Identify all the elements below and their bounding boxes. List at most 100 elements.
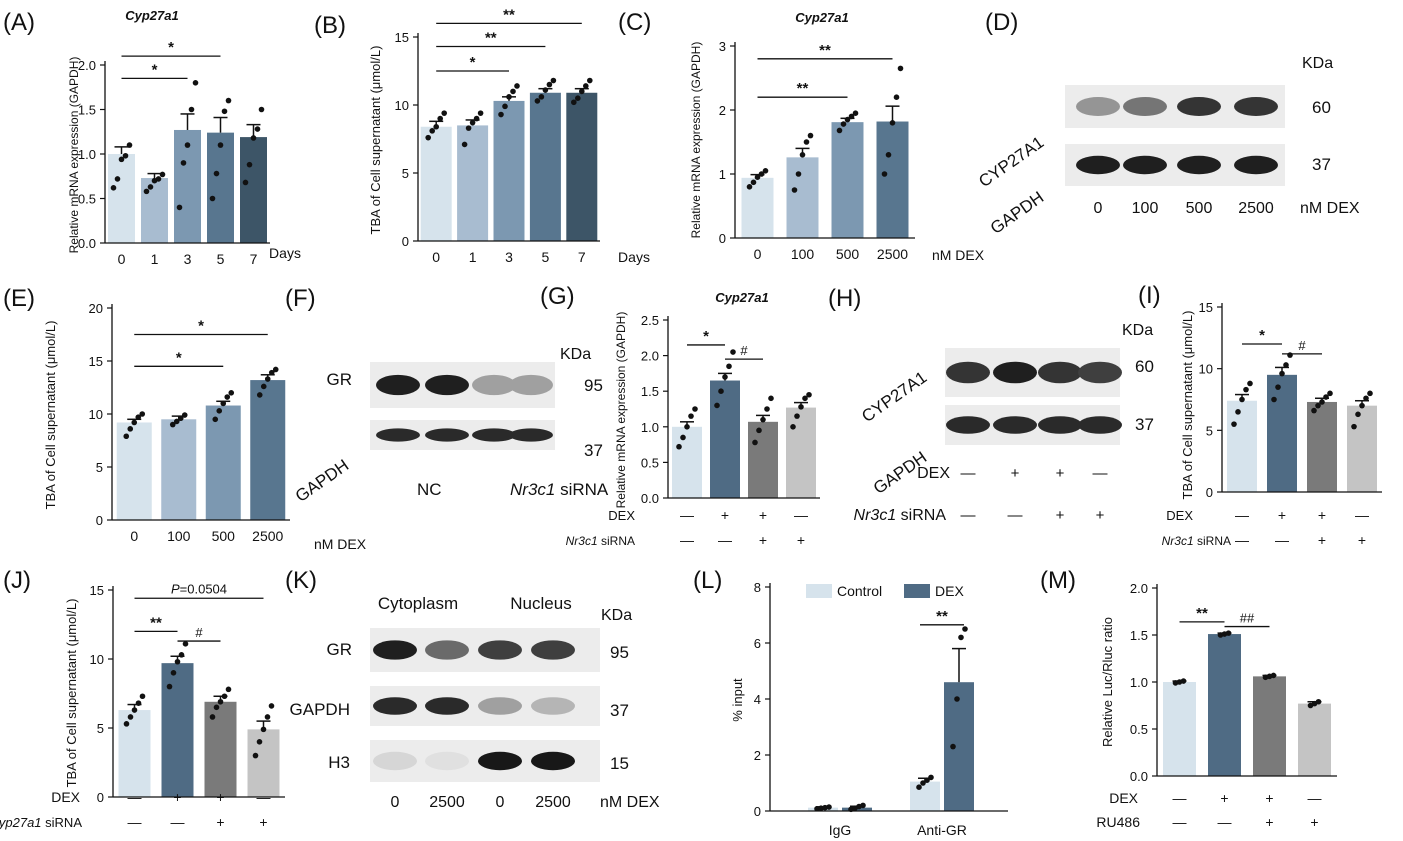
lane-label-K: 2500	[535, 794, 571, 811]
y-tick-label-M: 0.0	[1130, 769, 1148, 784]
y-tick-label-A: 0.5	[78, 192, 96, 207]
lane-label-D: 500	[1186, 200, 1213, 217]
data-point-E	[228, 390, 235, 396]
bar-E-0	[116, 422, 152, 520]
condition-label-J: DEX	[51, 789, 80, 805]
panel-letter-K: (K)	[285, 567, 317, 594]
kda-label-K: KDa	[601, 607, 632, 624]
data-point-I	[1359, 402, 1365, 409]
bar-M-1	[1208, 634, 1241, 776]
data-point-A	[155, 176, 162, 182]
data-point-B	[433, 123, 440, 130]
data-point-I	[1231, 421, 1237, 427]
blot-band-D	[1123, 97, 1167, 116]
condition-mark-I: —	[1235, 507, 1249, 523]
x-tick-label-B: 1	[469, 249, 477, 265]
lane-label-K: 2500	[429, 794, 465, 811]
sig-L-0-label: **	[936, 608, 948, 625]
data-point-A	[192, 80, 199, 86]
sig-E-1-label: *	[198, 318, 204, 335]
condition-mark-J: —	[257, 789, 271, 805]
data-point-C	[852, 110, 859, 116]
data-point-G	[768, 395, 774, 402]
x-axis-label-A: Days	[269, 245, 301, 261]
data-point-E	[181, 412, 188, 418]
condition-mark-I: +	[1318, 507, 1326, 523]
blot-band-F	[509, 374, 553, 396]
blot-band-H	[993, 416, 1037, 434]
lane-label-K: 0	[391, 794, 400, 811]
data-point-J	[256, 739, 263, 745]
x-tick-label-C: 0	[754, 246, 762, 262]
condition-mark-H: —	[961, 507, 976, 524]
blot-row-label-K: GR	[327, 640, 353, 659]
panel-letter-L: (L)	[693, 567, 722, 594]
condition-mark-I: —	[1275, 532, 1289, 548]
y-axis-label-L: % input	[730, 678, 745, 722]
condition-mark-H: +	[1096, 507, 1105, 524]
condition-mark-I: —	[1235, 532, 1249, 548]
unit-label-K: nM DEX	[600, 794, 660, 811]
data-point-I	[1367, 390, 1373, 397]
condition-mark-H: —	[1008, 507, 1023, 524]
blot-band-H	[946, 361, 990, 384]
data-point-B	[437, 115, 444, 122]
condition-label-G: DEX	[608, 508, 635, 523]
data-point-B	[538, 94, 545, 100]
kda-value-K: 95	[610, 643, 629, 662]
data-point-C	[889, 120, 896, 126]
kda-value-D: 37	[1312, 155, 1331, 174]
sig-J-1-label: #	[195, 625, 203, 640]
data-point-A	[159, 171, 166, 178]
bar-B-2	[493, 100, 525, 241]
data-point-J	[264, 714, 271, 720]
data-point-C	[840, 121, 847, 127]
blot-band-K	[478, 640, 522, 660]
data-point-I	[1363, 395, 1369, 402]
data-point-E	[272, 366, 279, 373]
condition-label-J-italic: Cyp27a1	[0, 815, 42, 830]
bar-G-3	[786, 407, 816, 498]
panel-letter-E: (E)	[3, 285, 35, 312]
kda-value-H: 60	[1135, 357, 1154, 376]
panel-letter-F: (F)	[285, 285, 316, 312]
panel-letter-C: (C)	[618, 9, 651, 36]
data-point-A	[114, 176, 121, 182]
x-tick-label-A: 5	[217, 251, 225, 267]
condition-mark-M: +	[1265, 814, 1273, 830]
data-point-E	[177, 415, 184, 422]
kda-value-F: 37	[584, 441, 603, 460]
data-point-I	[1355, 411, 1361, 418]
x-axis-label-C: nM DEX	[932, 247, 985, 263]
data-point-C	[762, 168, 769, 174]
y-tick-label-B: 0	[402, 234, 409, 249]
data-point-A	[147, 184, 154, 190]
bar-L-1-1	[944, 682, 974, 811]
data-point-J	[260, 726, 267, 733]
condition-mark-M: +	[1220, 790, 1228, 806]
blot-band-F	[509, 428, 553, 442]
data-point-L	[924, 777, 930, 783]
legend-label-1: DEX	[935, 583, 964, 599]
data-point-B	[546, 81, 553, 88]
condition-mark-J: —	[128, 814, 142, 830]
y-axis-label-E: TBA of Cell supernatant (μmol/L)	[43, 321, 58, 510]
sig-C-0-label: **	[797, 80, 809, 97]
panel-letter-D: (D)	[985, 9, 1018, 36]
y-tick-label-J: 5	[97, 721, 104, 736]
blot-band-H	[946, 416, 990, 434]
data-point-L	[826, 804, 832, 810]
kda-value-K: 15	[610, 754, 629, 773]
y-tick-label-M: 0.5	[1130, 722, 1148, 737]
y-tick-label-L: 4	[754, 692, 761, 707]
x-tick-label-C: 100	[791, 246, 815, 262]
data-point-G	[714, 402, 720, 409]
condition-mark-M: +	[1310, 814, 1318, 830]
legend-swatch-0	[806, 584, 832, 598]
condition-mark-G: +	[759, 532, 767, 548]
y-tick-label-G: 0.0	[641, 491, 659, 506]
unit-label-D: nM DEX	[1300, 200, 1360, 217]
y-tick-label-A: 1.0	[78, 147, 96, 162]
data-point-J	[252, 752, 259, 759]
blot-band-K	[425, 640, 469, 660]
